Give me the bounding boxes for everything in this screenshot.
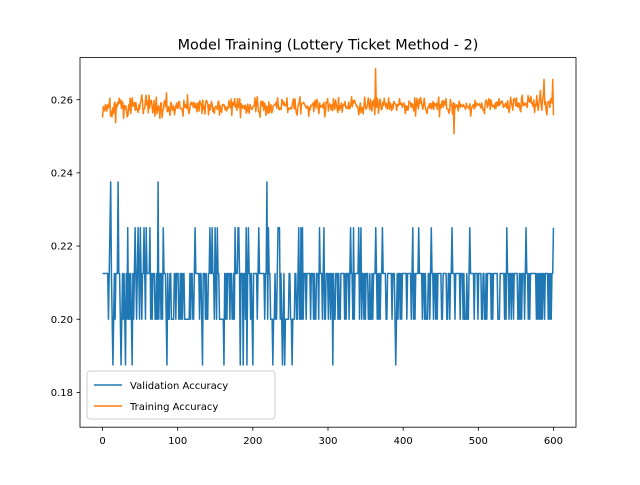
legend-label: Validation Accuracy bbox=[130, 381, 228, 392]
series-line-training-accuracy bbox=[101, 67, 555, 135]
series-layer bbox=[101, 67, 555, 366]
series-line-validation-accuracy bbox=[102, 181, 555, 366]
y-tick-label: 0.24 bbox=[51, 168, 73, 179]
legend-box bbox=[86, 370, 276, 420]
y-axis: 0.18 0.20 0.22 0.24 0.26 bbox=[51, 95, 80, 399]
x-tick-label: 600 bbox=[544, 436, 563, 447]
x-tick-label: 500 bbox=[469, 436, 488, 447]
y-tick-label: 0.18 bbox=[51, 388, 73, 399]
legend-label: Training Accuracy bbox=[129, 402, 218, 413]
x-tick-label: 0 bbox=[99, 436, 105, 447]
x-tick-label: 200 bbox=[243, 436, 262, 447]
y-tick-label: 0.22 bbox=[51, 242, 73, 253]
y-tick-label: 0.20 bbox=[51, 315, 73, 326]
legend: Validation Accuracy Training Accuracy bbox=[86, 370, 276, 420]
chart-title: Model Training (Lottery Ticket Method - … bbox=[178, 38, 479, 54]
y-tick-label: 0.26 bbox=[51, 95, 73, 106]
x-tick-label: 400 bbox=[394, 436, 413, 447]
x-tick-label: 100 bbox=[168, 436, 187, 447]
x-axis: 0 100 200 300 400 500 600 bbox=[99, 427, 563, 447]
x-tick-label: 300 bbox=[318, 436, 337, 447]
